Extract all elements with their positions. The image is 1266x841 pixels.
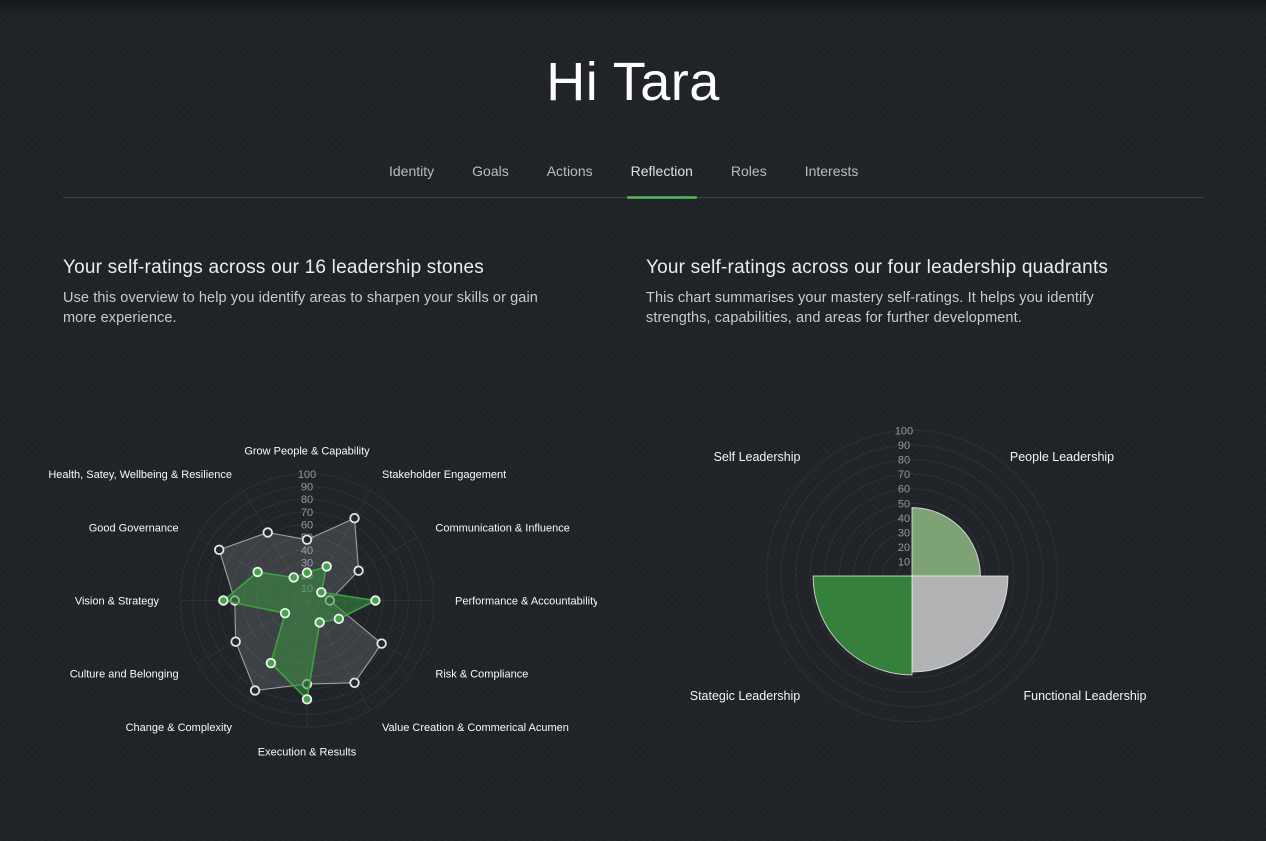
svg-text:Performance & Accountability: Performance & Accountability xyxy=(455,596,597,608)
radar-series-gray-point xyxy=(214,544,225,556)
svg-text:Stategic Leadership: Stategic Leadership xyxy=(690,689,801,703)
quadrants-section-description: This chart summarises your mastery self-… xyxy=(646,290,1094,326)
svg-text:70: 70 xyxy=(898,469,910,481)
radar-series-gray-point xyxy=(376,638,387,649)
radar-series-green-point xyxy=(265,657,277,669)
svg-text:60: 60 xyxy=(301,519,313,531)
tab-identity[interactable]: Identity xyxy=(389,163,435,179)
tab-roles[interactable]: Roles xyxy=(730,163,767,179)
svg-text:Functional Leadership: Functional Leadership xyxy=(1024,689,1147,703)
radar-series-green-point xyxy=(321,561,332,572)
radar-series-green-point xyxy=(370,595,381,606)
svg-text:Good Governance: Good Governance xyxy=(89,523,179,535)
radar-series-green-point xyxy=(218,595,229,606)
svg-text:Culture and Belonging: Culture and Belonging xyxy=(70,669,179,681)
svg-text:50: 50 xyxy=(898,498,910,510)
quadrants-section-heading: Your self-ratings across our four leader… xyxy=(646,257,1109,278)
tab-interests[interactable]: Interests xyxy=(804,163,859,179)
svg-text:60: 60 xyxy=(898,484,910,496)
quadrant-wedges xyxy=(812,507,1009,676)
radar-series-green-point xyxy=(301,567,313,578)
active-tab-underline xyxy=(626,196,697,199)
svg-text:Self Leadership: Self Leadership xyxy=(714,450,801,464)
svg-text:70: 70 xyxy=(301,507,313,519)
svg-text:Vision & Strategy: Vision & Strategy xyxy=(75,596,160,608)
page-title: Hi Tara xyxy=(546,52,720,112)
svg-text:Stakeholder Engagement: Stakeholder Engagement xyxy=(382,469,506,481)
svg-text:80: 80 xyxy=(301,494,313,506)
svg-text:40: 40 xyxy=(301,545,313,557)
svg-text:People Leadership: People Leadership xyxy=(1010,450,1114,464)
radar-series-gray-point xyxy=(349,513,360,524)
radar-series-green-point xyxy=(252,566,263,578)
leadership-stones-radar-chart: 102030405060708090100Grow People & Capab… xyxy=(48,446,597,759)
radar-series-gray-point xyxy=(262,527,273,538)
svg-text:Execution & Results: Execution & Results xyxy=(258,747,357,759)
radar-series-gray-point xyxy=(249,685,261,696)
svg-text:80: 80 xyxy=(898,455,910,467)
radar-series-gray-point xyxy=(301,534,313,545)
radar-series-green-point xyxy=(279,607,291,619)
svg-text:100: 100 xyxy=(895,426,913,438)
quadrant-wedge-bottom-right xyxy=(911,575,1009,673)
svg-text:20: 20 xyxy=(898,542,910,554)
svg-text:10: 10 xyxy=(898,556,910,568)
svg-text:90: 90 xyxy=(898,440,910,452)
svg-text:40: 40 xyxy=(898,513,910,525)
nav-tabs: Identity Goals Actions Reflection Roles Inter… xyxy=(389,163,859,199)
svg-text:Change & Complexity: Change & Complexity xyxy=(126,722,233,734)
quadrant-wedge-bottom-left xyxy=(812,575,913,676)
radar-series-gray-point xyxy=(349,677,360,688)
radar-series-gray-point xyxy=(230,636,241,647)
quadrant-wedge-top-right xyxy=(911,507,981,577)
radar-series-green-point xyxy=(314,617,325,628)
stones-section-heading: Your self-ratings across our 16 leadersh… xyxy=(63,257,484,278)
radar-series-green-point xyxy=(288,572,299,583)
quadrant-tick-labels: 10 20 30 40 50 60 70 80 90 100 xyxy=(895,426,913,569)
leadership-quadrants-polar-chart: 10 20 30 40 50 60 70 80 90 100 Self Leadership Peop… xyxy=(690,426,1147,722)
svg-text:90: 90 xyxy=(301,481,313,493)
svg-text:30: 30 xyxy=(301,557,313,569)
radar-series-gray-point xyxy=(353,565,364,576)
stones-section-description: Use this overview to help you identify a… xyxy=(63,290,538,326)
svg-text:Risk & Compliance: Risk & Compliance xyxy=(435,669,528,681)
radar-series-green-point xyxy=(301,694,313,705)
tab-actions[interactable]: Actions xyxy=(546,163,593,179)
tab-reflection[interactable]: Reflection xyxy=(626,163,697,199)
quadrant-labels: Self Leadership People Leadership Stategic… xyxy=(690,450,1147,703)
radar-series-green xyxy=(218,561,381,705)
svg-text:Communication & Influence: Communication & Influence xyxy=(435,523,570,535)
radar-series-green-point xyxy=(316,587,327,598)
nav-divider xyxy=(63,197,1204,198)
svg-text:Value Creation & Commerical Ac: Value Creation & Commerical Acumen xyxy=(382,722,569,734)
radar-series-green-point xyxy=(333,613,345,625)
svg-text:100: 100 xyxy=(298,469,316,481)
svg-text:30: 30 xyxy=(898,527,910,539)
svg-text:Grow People & Capability: Grow People & Capability xyxy=(244,446,370,458)
radar-category-labels: Grow People & Capability Stakeholder Enga… xyxy=(48,446,597,759)
svg-text:Health, Satey, Wellbeing & Res: Health, Satey, Wellbeing & Resilience xyxy=(48,469,232,481)
tab-goals[interactable]: Goals xyxy=(472,163,509,179)
